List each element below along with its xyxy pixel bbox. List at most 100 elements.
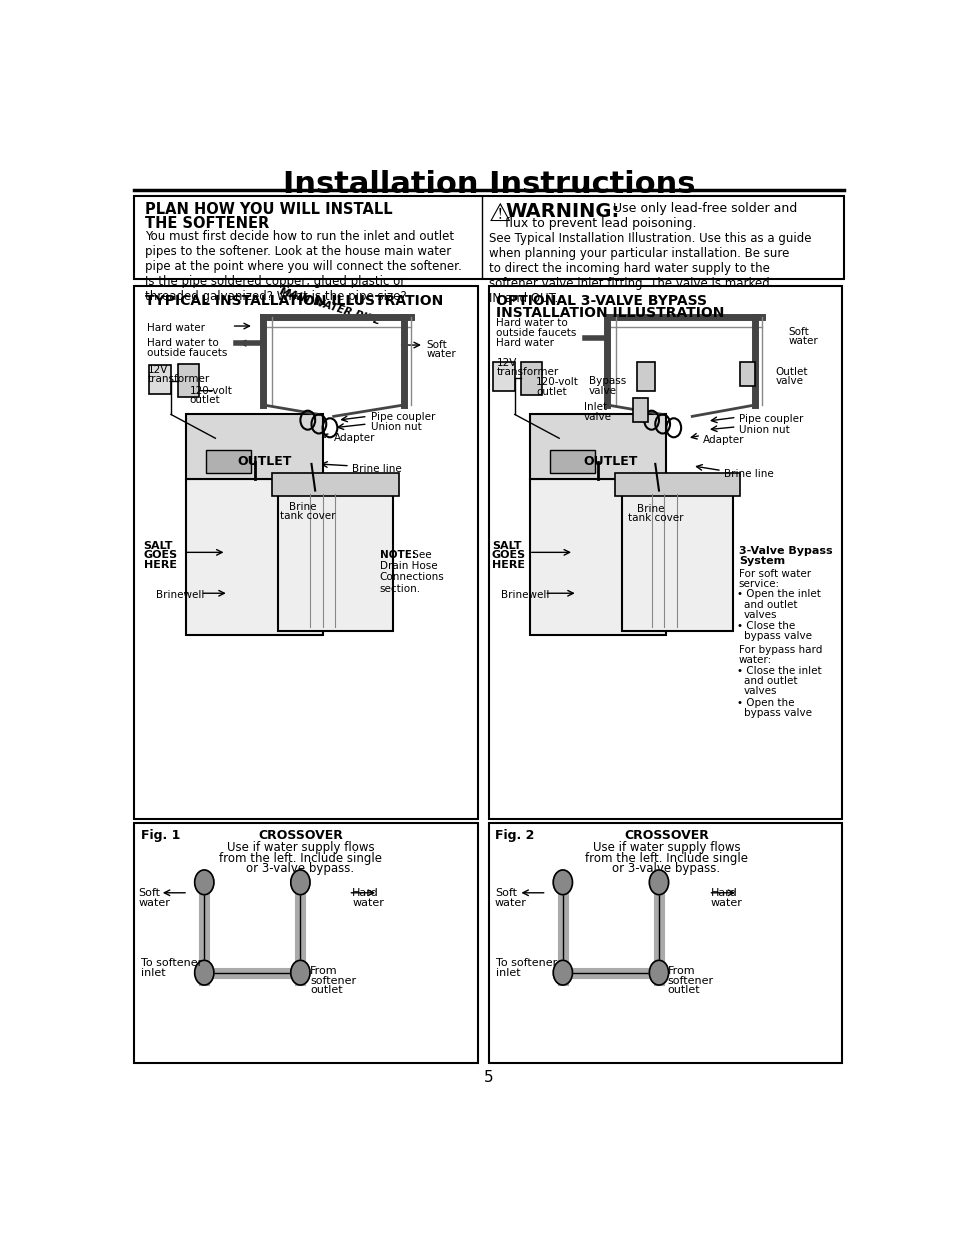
- Text: SALT: SALT: [492, 541, 521, 551]
- Text: Hard: Hard: [352, 888, 378, 898]
- Bar: [186, 415, 322, 479]
- Text: Pipe coupler: Pipe coupler: [370, 411, 435, 421]
- Circle shape: [649, 869, 668, 894]
- Text: Soft: Soft: [787, 327, 808, 337]
- Bar: [133, 824, 477, 1063]
- Text: Brinewell: Brinewell: [156, 590, 204, 600]
- Text: bypass valve: bypass valve: [743, 709, 811, 719]
- Text: CROSSOVER: CROSSOVER: [257, 829, 342, 842]
- Text: GOES: GOES: [492, 551, 525, 561]
- Text: softener: softener: [310, 976, 355, 986]
- Text: flux to prevent lead poisoning.: flux to prevent lead poisoning.: [505, 216, 696, 230]
- Circle shape: [194, 869, 213, 894]
- Text: Hard: Hard: [710, 888, 737, 898]
- Text: Outlet: Outlet: [775, 367, 807, 377]
- Text: See Typical Installation Illustration. Use this as a guide
when planning your pa: See Typical Installation Illustration. U…: [488, 232, 811, 305]
- Text: Connections: Connections: [379, 572, 444, 583]
- Text: 5: 5: [483, 1070, 494, 1084]
- Text: • Open the inlet: • Open the inlet: [737, 589, 821, 599]
- Text: water: water: [787, 336, 818, 346]
- Text: OPTIONAL 3-VALVE BYPASS: OPTIONAL 3-VALVE BYPASS: [496, 294, 706, 308]
- Text: PLAN HOW YOU WILL INSTALL: PLAN HOW YOU WILL INSTALL: [145, 203, 393, 217]
- Text: From: From: [310, 966, 337, 976]
- Bar: [492, 362, 515, 390]
- Text: • Open the: • Open the: [737, 698, 794, 708]
- Bar: [521, 362, 541, 395]
- Bar: [206, 450, 251, 473]
- Text: tank cover: tank cover: [627, 514, 682, 524]
- Text: Adapter: Adapter: [702, 436, 744, 446]
- Text: 120-volt: 120-volt: [536, 378, 578, 388]
- Text: HERE: HERE: [144, 559, 176, 571]
- Text: To softener: To softener: [141, 958, 202, 968]
- Text: Brinewell: Brinewell: [500, 590, 549, 600]
- Text: water: water: [426, 348, 456, 359]
- Circle shape: [553, 961, 572, 986]
- Text: valve: valve: [588, 385, 616, 396]
- Text: Hard water to: Hard water to: [147, 338, 219, 348]
- Text: WARNING:: WARNING:: [505, 203, 618, 221]
- Text: inlet: inlet: [496, 968, 520, 978]
- Text: section.: section.: [379, 584, 420, 594]
- Text: Soft: Soft: [426, 341, 446, 351]
- Bar: [133, 287, 477, 819]
- Text: See: See: [409, 550, 432, 559]
- Text: Union nut: Union nut: [738, 425, 789, 435]
- Text: from the left. Include single: from the left. Include single: [218, 852, 381, 864]
- Text: Use if water supply flows: Use if water supply flows: [592, 841, 740, 855]
- Text: Brine line: Brine line: [352, 464, 401, 474]
- Text: To softener: To softener: [496, 958, 557, 968]
- Text: • Close the inlet: • Close the inlet: [737, 666, 821, 676]
- Text: water: water: [352, 899, 384, 909]
- Bar: [278, 490, 393, 631]
- Text: Hard water: Hard water: [496, 338, 554, 348]
- Text: or 3-valve bypass.: or 3-valve bypass.: [612, 862, 720, 876]
- Text: softener: softener: [667, 976, 713, 986]
- Text: Installation Instructions: Installation Instructions: [282, 170, 695, 199]
- Text: Brine line: Brine line: [723, 468, 773, 479]
- Text: valves: valves: [743, 687, 777, 697]
- Text: From: From: [667, 966, 695, 976]
- Text: Use only lead-free solder and: Use only lead-free solder and: [609, 203, 797, 215]
- Text: bypass valve: bypass valve: [743, 631, 811, 641]
- Bar: [186, 479, 322, 635]
- Text: OUTLET: OUTLET: [583, 456, 638, 468]
- Text: MAIN WATER PIPE: MAIN WATER PIPE: [278, 287, 381, 327]
- Text: Drain Hose: Drain Hose: [379, 561, 436, 571]
- Text: OUTLET: OUTLET: [237, 456, 292, 468]
- Text: tank cover: tank cover: [280, 511, 335, 521]
- Text: Brine: Brine: [637, 504, 663, 514]
- Text: INSTALLATION ILLUSTRATION: INSTALLATION ILLUSTRATION: [496, 306, 724, 320]
- Text: transformer: transformer: [147, 373, 210, 384]
- Text: 12V: 12V: [496, 358, 517, 368]
- Text: service:: service:: [738, 579, 780, 589]
- Bar: [133, 195, 842, 279]
- Bar: [488, 287, 841, 819]
- Text: or 3-valve bypass.: or 3-valve bypass.: [246, 862, 355, 876]
- Text: For bypass hard: For bypass hard: [738, 645, 821, 655]
- Bar: [488, 824, 841, 1063]
- Text: Bypass: Bypass: [588, 377, 625, 387]
- Text: • Close the: • Close the: [737, 621, 795, 631]
- Text: 3-Valve Bypass: 3-Valve Bypass: [738, 546, 832, 556]
- Text: NOTE:: NOTE:: [379, 550, 416, 559]
- Text: Soft: Soft: [138, 888, 160, 898]
- FancyBboxPatch shape: [615, 473, 740, 496]
- Text: outlet: outlet: [667, 986, 700, 995]
- Text: HERE: HERE: [492, 559, 524, 571]
- Text: from the left. Include single: from the left. Include single: [584, 852, 747, 864]
- Text: and outlet: and outlet: [743, 676, 797, 685]
- Text: Adapter: Adapter: [334, 433, 375, 443]
- Bar: [529, 479, 665, 635]
- FancyBboxPatch shape: [272, 473, 398, 496]
- Text: THE SOFTENER: THE SOFTENER: [145, 216, 269, 231]
- Bar: [621, 490, 732, 631]
- Bar: [149, 366, 171, 394]
- Text: water: water: [138, 899, 171, 909]
- Text: ⚠: ⚠: [488, 203, 511, 226]
- Text: outside faucets: outside faucets: [147, 348, 228, 358]
- Text: Soft: Soft: [495, 888, 517, 898]
- Text: 120-volt: 120-volt: [190, 385, 233, 396]
- Circle shape: [649, 961, 668, 986]
- Text: inlet: inlet: [141, 968, 166, 978]
